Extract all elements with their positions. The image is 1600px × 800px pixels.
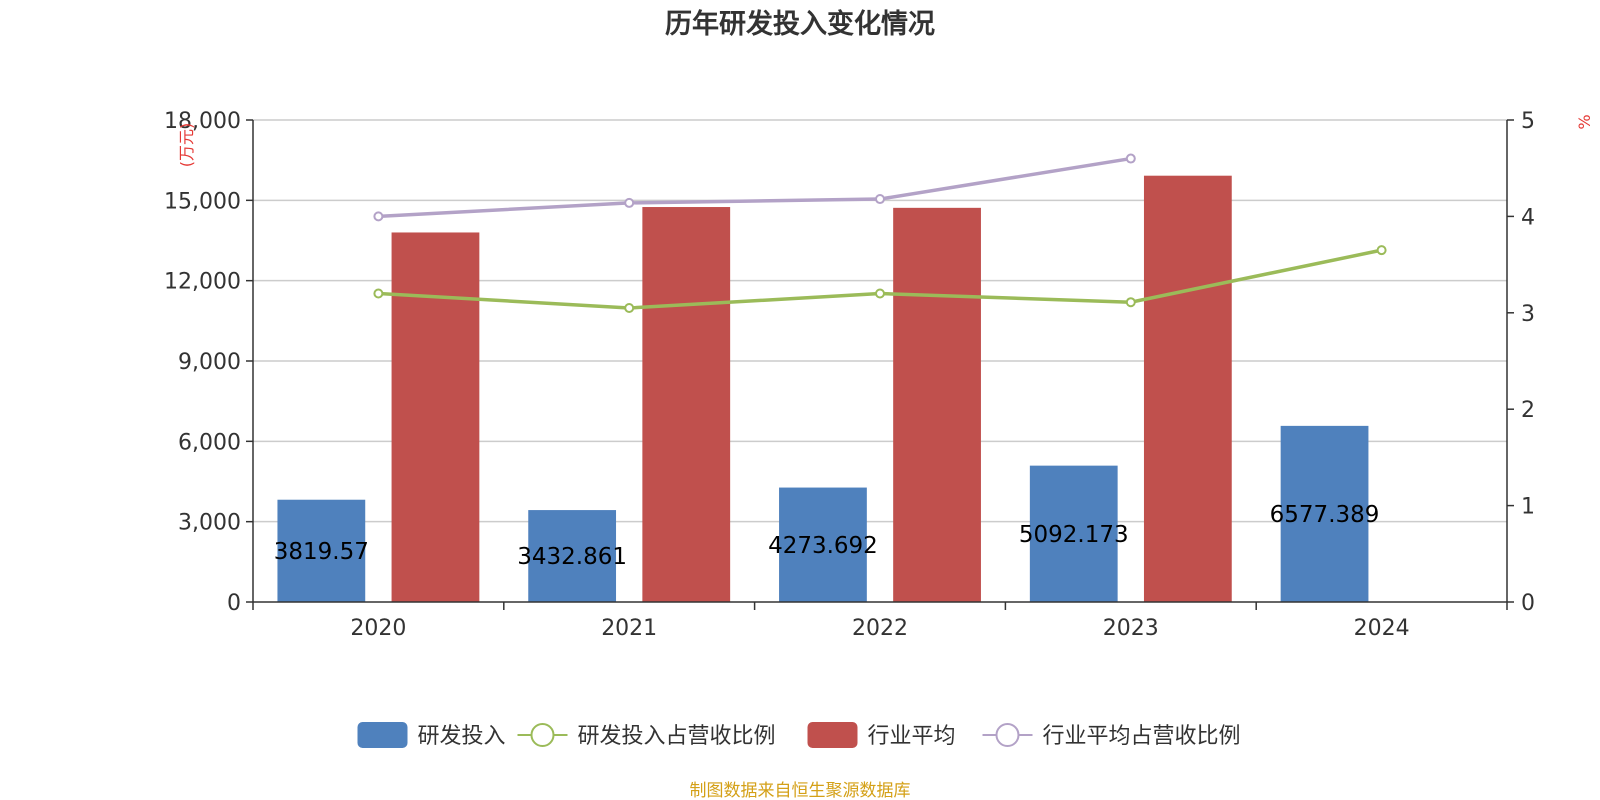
- legend-swatch: [807, 722, 858, 748]
- right-tick-label: 0: [1521, 591, 1535, 616]
- right-tick-label: 3: [1521, 302, 1535, 327]
- line-point: [373, 211, 384, 222]
- source-note: 制图数据来自恒生聚源数据库: [690, 781, 911, 800]
- legend-swatch: [357, 722, 408, 748]
- x-tick-label: 2024: [1354, 616, 1410, 641]
- line-industry-ratio: [378, 156, 1132, 219]
- bar-industry-2021: [642, 207, 731, 602]
- legend-label: 行业平均占营收比例: [1043, 724, 1241, 749]
- left-axis-unit: (万元): [177, 123, 196, 168]
- legend-label: 研发投入占营收比例: [578, 724, 776, 749]
- right-tick-label: 5: [1521, 109, 1535, 134]
- line-point: [624, 302, 635, 313]
- left-tick-label: 3,000: [178, 511, 241, 536]
- lines: [373, 153, 1387, 313]
- line-point: [624, 197, 635, 208]
- legend-marker: [995, 723, 1020, 747]
- line-point: [373, 288, 384, 299]
- data-label: 3432.861: [517, 544, 627, 570]
- line-point: [1376, 245, 1387, 256]
- bar-rd-2021: [528, 510, 617, 602]
- right-tick-label: 1: [1521, 495, 1535, 520]
- x-tick-label: 2022: [852, 616, 908, 641]
- data-label: 5092.173: [1019, 522, 1129, 548]
- left-tick-label: 9,000: [178, 350, 241, 375]
- data-label: 4273.692: [768, 533, 878, 559]
- right-tick-label: 2: [1521, 398, 1535, 423]
- left-tick-label: 12,000: [164, 270, 241, 295]
- data-label: 6577.389: [1270, 502, 1380, 528]
- axes: 0 3,000 6,000 9,000 12,000 15,000 18,000 0 1 2 3 4 5…: [164, 109, 1535, 641]
- bar-rd-2024: [1280, 425, 1369, 602]
- x-tick-label: 2021: [601, 616, 657, 641]
- line-point: [1125, 297, 1136, 308]
- line-point: [875, 194, 885, 205]
- legend-marker: [530, 723, 555, 747]
- left-tick-label: 6,000: [178, 430, 241, 455]
- bar-industry-2020: [391, 232, 480, 602]
- line-point: [1125, 153, 1136, 164]
- x-tick-label: 2020: [350, 616, 406, 641]
- bar-industry-2023: [1143, 175, 1232, 602]
- right-tick-label: 4: [1521, 205, 1535, 230]
- x-tick-label: 2023: [1103, 616, 1159, 641]
- legend[interactable]: 研发投入 研发投入占营收比例 行业平均 行业平均占营收比例: [357, 722, 1241, 749]
- bar-rd-2020: [277, 499, 366, 602]
- left-tick-label: 18,000: [164, 109, 241, 134]
- bar-rd-2023: [1029, 465, 1118, 602]
- data-labels: 3819.57 3432.861 4273.692 5092.173 6577.389: [274, 502, 1380, 570]
- right-axis-unit: %: [1575, 114, 1594, 129]
- legend-label: 行业平均: [868, 724, 956, 749]
- bars: [277, 175, 1369, 602]
- bar-rd-2022: [779, 487, 867, 602]
- line-point: [875, 288, 885, 299]
- data-label: 3819.57: [274, 539, 369, 565]
- left-tick-label: 0: [227, 591, 241, 616]
- legend-label: 研发投入: [418, 724, 506, 749]
- bar-industry-2022: [893, 207, 981, 602]
- left-tick-label: 15,000: [164, 189, 241, 214]
- chart-title: 历年研发投入变化情况: [665, 8, 935, 40]
